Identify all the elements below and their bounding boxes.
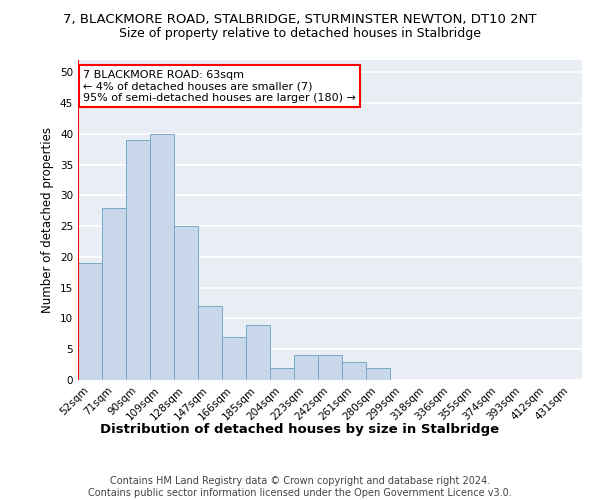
Bar [294,356,318,380]
Text: Contains HM Land Registry data © Crown copyright and database right 2024.
Contai: Contains HM Land Registry data © Crown c… [88,476,512,498]
Bar [198,306,222,380]
Bar [150,134,174,380]
Text: Size of property relative to detached houses in Stalbridge: Size of property relative to detached ho… [119,28,481,40]
Bar [126,140,150,380]
Bar [318,356,342,380]
Bar [222,337,246,380]
Bar [270,368,294,380]
Text: 7, BLACKMORE ROAD, STALBRIDGE, STURMINSTER NEWTON, DT10 2NT: 7, BLACKMORE ROAD, STALBRIDGE, STURMINST… [63,12,537,26]
Text: 7 BLACKMORE ROAD: 63sqm
← 4% of detached houses are smaller (7)
95% of semi-deta: 7 BLACKMORE ROAD: 63sqm ← 4% of detached… [83,70,356,103]
Text: Distribution of detached houses by size in Stalbridge: Distribution of detached houses by size … [100,422,500,436]
Bar [174,226,198,380]
Bar [342,362,366,380]
Bar [246,324,270,380]
Bar [366,368,390,380]
Y-axis label: Number of detached properties: Number of detached properties [41,127,55,313]
Bar [102,208,126,380]
Bar [78,263,102,380]
